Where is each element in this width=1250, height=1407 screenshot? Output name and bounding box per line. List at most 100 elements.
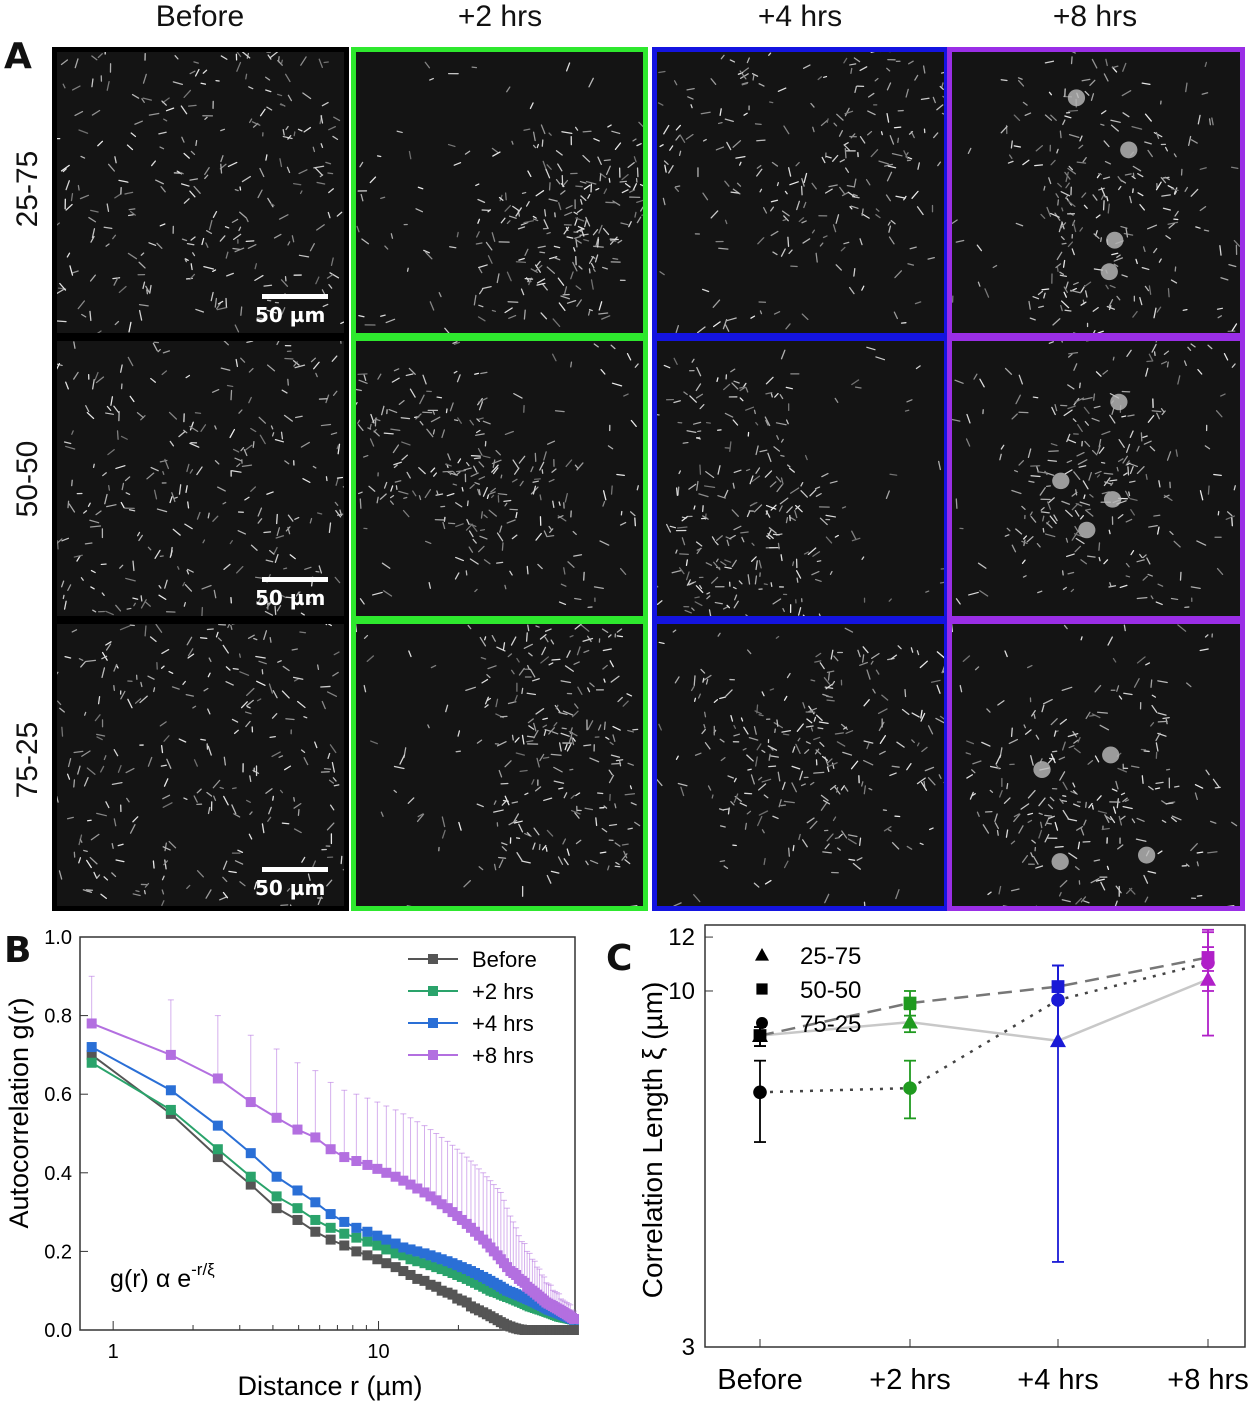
chart-b-point [431,1252,442,1263]
chart-b-point [292,1203,303,1214]
micrograph-25-75-0 [52,47,349,338]
chart-b-point [310,1214,321,1225]
chart-b-ytick-label: 0.0 [44,1320,72,1342]
chart-b-point [362,1226,373,1237]
chart-b-point [86,1057,97,1068]
chart-b-point [398,1175,409,1186]
chart-b-point [271,1191,282,1202]
chart-b-legend-label: +4 hrs [472,1011,534,1036]
chart-c-point [753,1085,767,1100]
chart-b-point [245,1171,256,1182]
chart-c-xtick-label: +8 hrs [1167,1364,1248,1396]
chart-b-point [86,1042,97,1053]
chart-b-annotation: g(r) α e-r/ξ [110,1260,215,1293]
chart-b-xtick-label: 10 [367,1341,389,1363]
micrograph-75-25-3 [947,619,1245,911]
chart-b-point [165,1085,176,1096]
chart-c-legend-label: 25-75 [800,943,861,970]
chart-b-point [292,1214,303,1225]
chart-b-point [419,1275,430,1286]
chart-b-legend-label: +2 hrs [472,979,534,1004]
correlation-length-chart: 3 10 12 Before +2 hrs +4 hrs +8 hrs 25-75 50-50… [637,924,1249,1396]
row-label-75-25: 75-25 [11,721,44,799]
chart-b-point [405,1269,416,1280]
chart-b-point [372,1230,383,1241]
chart-c-ytick-label: 10 [668,978,695,1005]
column-header-before: Before [155,0,245,33]
chart-c-point [903,1081,917,1095]
scale-bar-label-2: 50 µm [255,876,326,900]
chart-b-point [372,1254,383,1265]
micrograph-75-25-0 [52,619,349,911]
chart-b-point [292,1185,303,1196]
chart-c-point [755,948,769,961]
chart-b-xtick-label: 1 [108,1341,119,1363]
chart-b-point [310,1197,321,1208]
chart-b-point [339,1216,350,1227]
chart-b-point [398,1242,409,1253]
chart-b-legend-marker [428,1018,438,1028]
scale-bar-label-0: 50 µm [255,303,326,327]
micrograph-25-75-2 [652,47,949,338]
chart-c-axes: 3 10 12 Before +2 hrs +4 hrs +8 hrs [668,924,1248,1396]
scale-bar-0 [262,294,328,299]
chart-b-point [362,1236,373,1247]
chart-b-point [325,1209,336,1220]
chart-b-point [212,1120,223,1131]
chart-b-legend: Before +2 hrs +4 hrs +8 hrs [408,947,537,1068]
chart-b-point [390,1238,401,1249]
chart-c-point [902,1014,918,1029]
chart-b-axes: 0.0 0.2 0.4 0.6 0.8 1.0 1 10 [44,927,576,1363]
chart-b-point [292,1124,303,1135]
chart-c-series [752,928,1216,1263]
chart-b-legend-marker [428,986,438,996]
chart-b-point [381,1234,392,1245]
chart-c-line-1 [759,956,1209,1037]
chart-b-point [425,1250,436,1261]
chart-b-point [568,1325,579,1335]
micrograph-50-50-2 [652,336,949,621]
chart-b-point [381,1167,392,1178]
chart-b-point [412,1273,423,1284]
chart-b-point [165,1049,176,1060]
chart-c-point [1201,956,1215,970]
chart-b-point [86,1049,97,1060]
chart-b-legend-label: +8 hrs [472,1043,534,1068]
chart-b-point [86,1018,97,1029]
row-label-50-50: 50-50 [11,440,44,518]
chart-b-point [436,1254,447,1265]
chart-c-legend-label: 50-50 [800,977,861,1004]
chart-b-point [381,1244,392,1255]
chart-b-point [351,1156,362,1167]
chart-b-point [271,1112,282,1123]
chart-b-point [405,1254,416,1265]
chart-b-point [405,1244,416,1255]
chart-b-series-3 [86,975,579,1324]
chart-b-point [425,1279,436,1290]
chart-c-frame [704,924,1246,1348]
chart-b-xlabel: Distance r (µm) [237,1371,422,1401]
chart-c-ytick-label: 3 [682,1334,695,1361]
chart-c-series-2 [753,928,1215,1143]
chart-b-point [405,1179,416,1190]
chart-b-point [245,1179,256,1190]
chart-b-point [390,1262,401,1273]
chart-b-ytick-label: 0.8 [44,1006,72,1028]
chart-b-point [381,1258,392,1269]
chart-b-point [419,1187,430,1198]
chart-b-point [362,1159,373,1170]
chart-b-point [339,1152,350,1163]
chart-b-point [431,1262,442,1273]
chart-b-point [271,1171,282,1182]
chart-b-ytick-label: 0.4 [44,1163,72,1185]
chart-b-point [362,1250,373,1261]
chart-c-ylabel: Correlation Length ξ (µm) [637,982,668,1299]
chart-c-point [903,996,917,1010]
chart-b-point [245,1097,256,1108]
chart-c-xtick-label: +4 hrs [1017,1364,1098,1396]
panel-letter-b: B [4,930,32,971]
scale-bar-2 [262,867,328,872]
chart-b-ylabel: Autocorrelation g(r) [4,997,34,1228]
chart-b-point [412,1183,423,1194]
chart-b-frame [79,936,576,1331]
